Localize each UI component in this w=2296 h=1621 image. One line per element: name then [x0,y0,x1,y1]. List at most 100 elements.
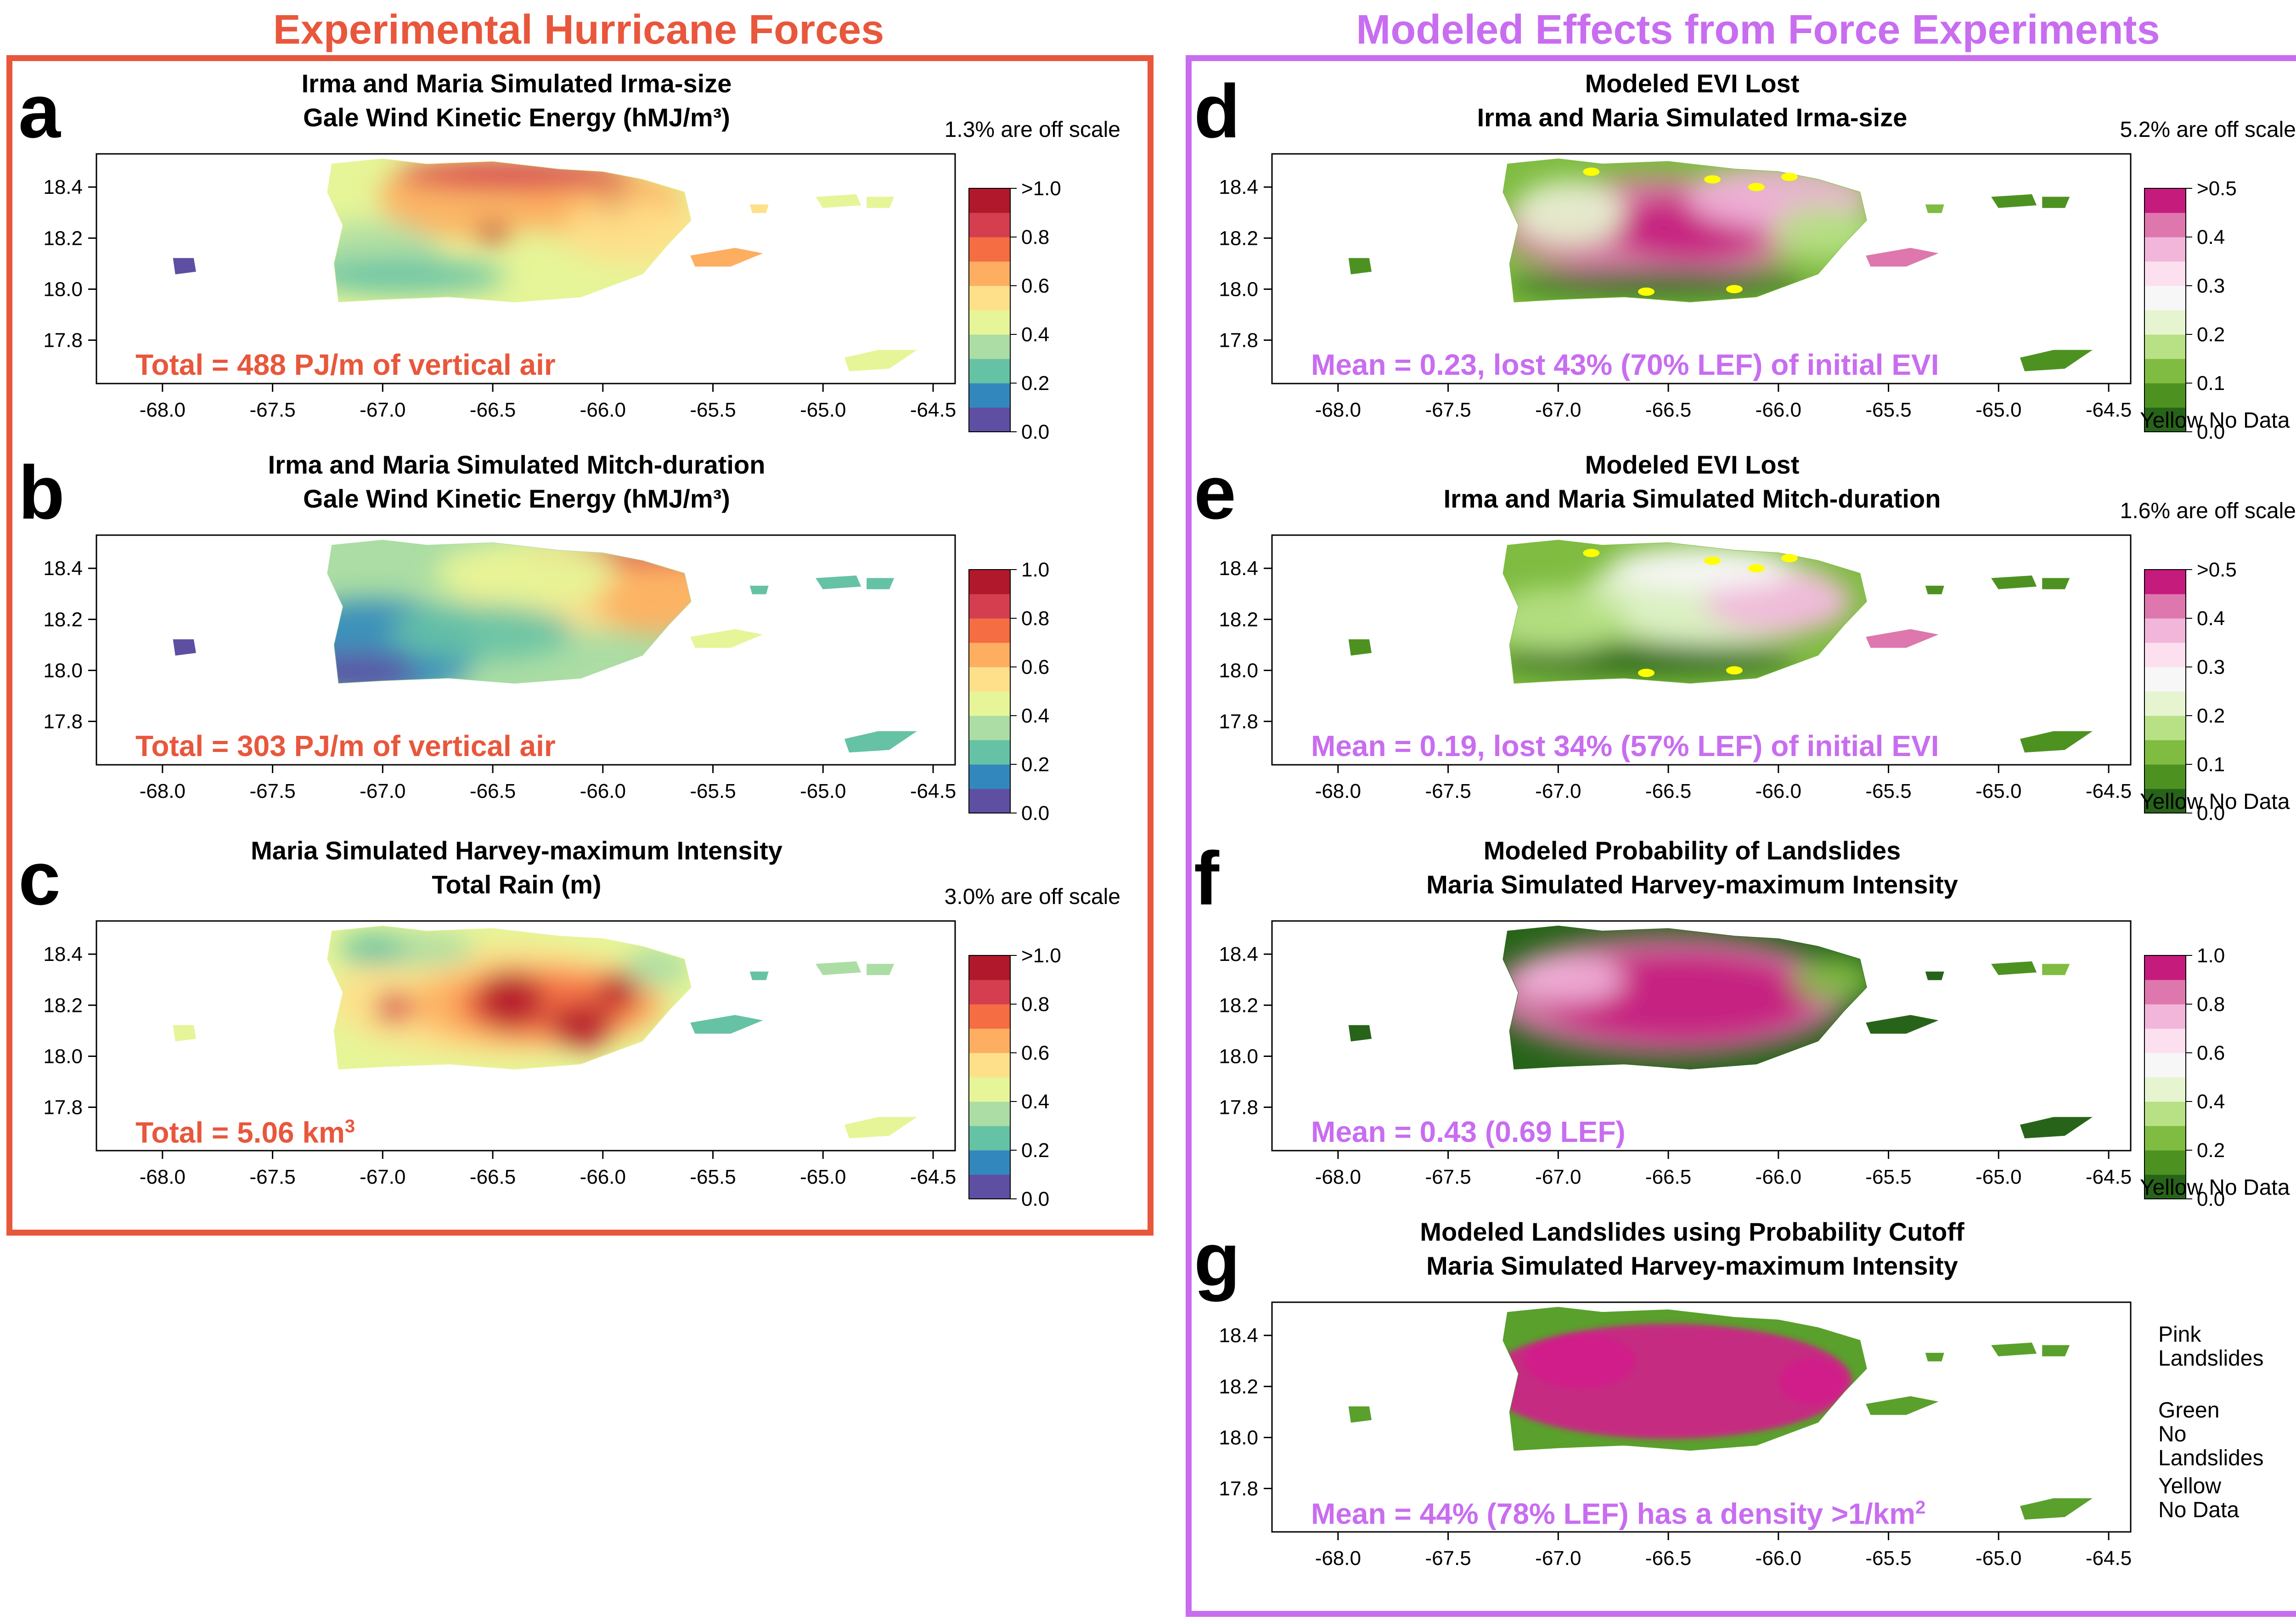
st-thomas-island [816,961,861,975]
mean-annotation-text: Mean = 44% (78% LEF) has a density >1/km [1311,1497,1916,1531]
colorbar-segment [969,237,1010,262]
map-plot: -68.0 -67.5 -67.0 -66.5 -66.0 -65.5 -65.0 -64.5… [43,534,1049,825]
x-tick-label: -67.5 [1425,1166,1471,1188]
legend-green-line2: No Landslides [2158,1422,2264,1470]
mona-island [173,258,196,275]
colorbar-segment [2144,740,2186,765]
total-annotation-superscript: 3 [344,1116,355,1136]
no-data-label: Yellow No Data [2140,408,2290,433]
x-tick-label: -65.5 [1865,399,1911,421]
island-shading [1503,935,1867,1055]
shading-patch [375,991,412,1024]
map-plot: -68.0 -67.5 -67.0 -66.5 -66.0 -65.5 -65.0 -64.5… [43,153,1061,443]
panel-title-line1: Modeled EVI Lost [1585,450,1800,479]
island-shading [327,931,690,1056]
st-croix-island [2020,350,2093,372]
x-tick-label: -66.0 [580,399,626,421]
colorbar-tick-label: >1.0 [1021,944,1061,967]
no-data-label: Yellow No Data [2140,1175,2290,1200]
x-tick-label: -64.5 [2086,399,2132,421]
x-tick-label: -68.0 [140,1166,186,1188]
mona-island [1348,1406,1372,1423]
x-tick-label: -65.5 [690,399,736,421]
st-john-island [867,578,895,589]
panel-e: -68.0 -67.5 -67.0 -66.5 -66.0 -65.5 -65.0 -64.5… [1194,446,2296,825]
colorbar-tick-label: 0.4 [1021,1090,1049,1113]
st-john-island [867,964,895,975]
colorbar-tick-label: 0.0 [2197,1188,2225,1210]
panel-title-line2: Maria Simulated Harvey-maximum Intensity [1426,1251,1958,1280]
plot-frame [1271,534,2132,766]
x-tick-label: -66.0 [580,1166,626,1188]
x-tick-label: -66.5 [1645,1547,1691,1570]
panel-letter: g [1194,1217,1240,1302]
colorbar-segment [2144,1175,2186,1199]
colorbar-segment [969,691,1010,716]
colorbar-segment [2144,407,2186,432]
colorbar-tick-label: 0.8 [1021,607,1049,630]
x-tick-label: -65.0 [800,399,846,421]
colorbar-tick-label: 0.4 [1021,323,1049,346]
colorbar-tick-label: 0.0 [1021,1188,1049,1210]
panel-title-line2: Maria Simulated Harvey-maximum Intensity [1426,870,1958,899]
x-tick-label: -66.5 [470,399,516,421]
legend-yellow: Yellow No Data [2158,1474,2239,1522]
shading-patch [1503,587,1627,652]
right-section-title: Modeled Effects from Force Experiments [1356,6,2160,53]
x-tick-label: -67.0 [1535,1547,1581,1570]
island-shading [1503,545,1852,677]
panel-g: -68.0 -67.5 -67.0 -66.5 -66.0 -65.5 -65.0 -64.5… [1194,1213,2296,1589]
y-tick-label: 17.8 [1219,1096,1258,1119]
plot-frame [1271,153,2132,384]
culebra-island [1925,586,1944,594]
colorbar-segment [969,1150,1010,1175]
st-croix-island [2020,1117,2093,1139]
colorbar-tick-label: 0.1 [2197,753,2225,776]
panel-f: -68.0 -67.5 -67.0 -66.5 -66.0 -65.5 -65.0 -64.5… [1194,831,2296,1210]
vieques-island [1866,1396,1939,1415]
y-tick-label: 18.0 [43,278,83,300]
total-annotation: Total = 303 PJ/m of vertical air [135,729,556,762]
y-tick-label: 17.8 [43,711,83,733]
colorbar-segment [969,359,1010,384]
x-tick-label: -64.5 [2086,1547,2132,1570]
st-john-island [2042,1345,2070,1356]
mean-annotation: Mean = 0.43 (0.69 LEF) [1311,1115,1626,1148]
vieques-island [1866,629,1939,648]
y-tick-label: 18.0 [1219,278,1258,300]
culebra-island [1925,1353,1944,1361]
colorbar-segment [2144,1053,2186,1078]
y-tick-label: 18.0 [43,659,83,682]
x-tick-label: -65.0 [1975,780,2021,802]
x-tick-label: -66.0 [580,780,626,802]
shading-patch [625,946,690,988]
legend-pink: Pink Landslides [2158,1323,2264,1371]
legend-pink-line1: Pink [2158,1322,2201,1347]
plot-frame [96,534,956,766]
no-data-patch [1748,564,1765,573]
plot-frame [1271,1301,2132,1533]
total-annotation: Total = 488 PJ/m of vertical air [135,348,556,381]
plot-frame [96,920,956,1152]
panel-letter: f [1194,836,1219,921]
y-tick-label: 18.2 [43,608,83,631]
left-section-frame [6,55,1154,1236]
panel-title-line2: Irma and Maria Simulated Irma-size [1477,103,1908,132]
x-tick-label: -64.5 [910,780,956,802]
colorbar-segment [2144,1077,2186,1102]
shading-patch [1514,956,1625,1003]
colorbar-segment [2144,716,2186,740]
colorbar-segment [969,407,1010,432]
panel-title-line1: Irma and Maria Simulated Irma-size [301,69,732,98]
no-data-patch [1781,173,1798,181]
mona-island [173,1025,196,1042]
y-tick-label: 18.2 [1219,227,1258,249]
panel-letter: d [1194,69,1240,153]
colorbar-frame [968,955,1011,1199]
colorbar-tick-label: >1.0 [1021,177,1061,200]
colorbar-tick-label: 1.0 [2197,944,2225,967]
y-tick-label: 18.4 [1219,176,1258,198]
shading-patch [597,971,639,1008]
no-data-patch [1638,288,1655,296]
x-tick-label: -64.5 [2086,780,2132,802]
